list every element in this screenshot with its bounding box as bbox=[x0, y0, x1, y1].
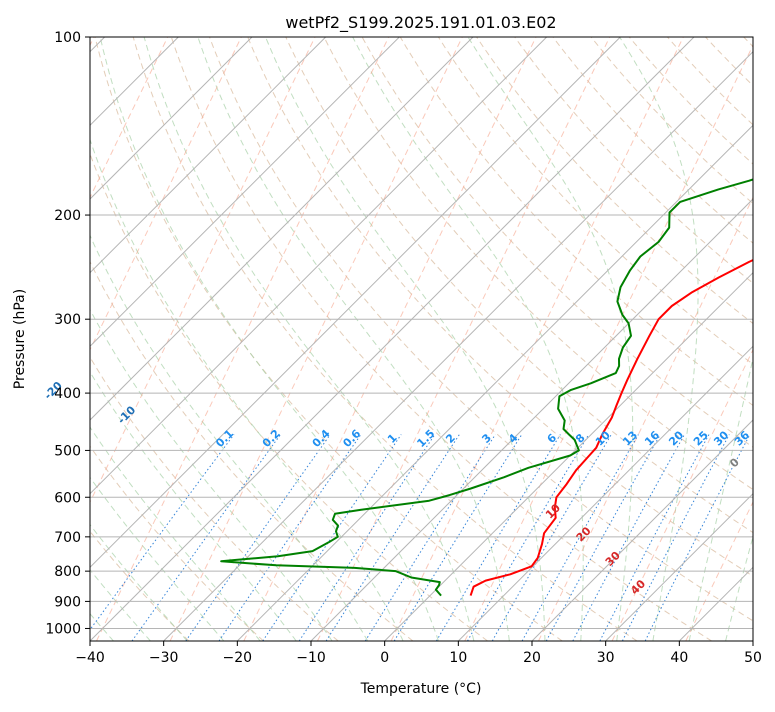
y-axis-title: Pressure (hPa) bbox=[12, 289, 28, 389]
y-tick-label: 700 bbox=[54, 530, 81, 546]
y-tick-label: 900 bbox=[54, 594, 81, 610]
x-tick-label: 40 bbox=[670, 650, 688, 666]
y-tick-label: 300 bbox=[54, 312, 81, 328]
y-tick-label: 400 bbox=[54, 386, 81, 402]
x-tick-label: 30 bbox=[597, 650, 615, 666]
y-tick-label: 600 bbox=[54, 490, 81, 506]
y-tick-label: 800 bbox=[54, 564, 81, 580]
x-tick-label: 10 bbox=[449, 650, 467, 666]
chart-title: wetPf2_S199.2025.191.01.03.E02 bbox=[285, 13, 556, 33]
y-tick-label: 200 bbox=[54, 208, 81, 224]
x-tick-label: −40 bbox=[75, 650, 105, 666]
x-tick-label: −30 bbox=[149, 650, 179, 666]
x-tick-label: −10 bbox=[296, 650, 326, 666]
x-tick-label: 20 bbox=[523, 650, 541, 666]
x-tick-label: 0 bbox=[380, 650, 389, 666]
x-tick-label: −20 bbox=[223, 650, 253, 666]
y-tick-label: 100 bbox=[54, 30, 81, 46]
x-tick-label: 50 bbox=[744, 650, 762, 666]
x-axis-title: Temperature (°C) bbox=[360, 681, 482, 697]
y-tick-label: 1000 bbox=[45, 621, 81, 637]
y-tick-label: 500 bbox=[54, 443, 81, 459]
